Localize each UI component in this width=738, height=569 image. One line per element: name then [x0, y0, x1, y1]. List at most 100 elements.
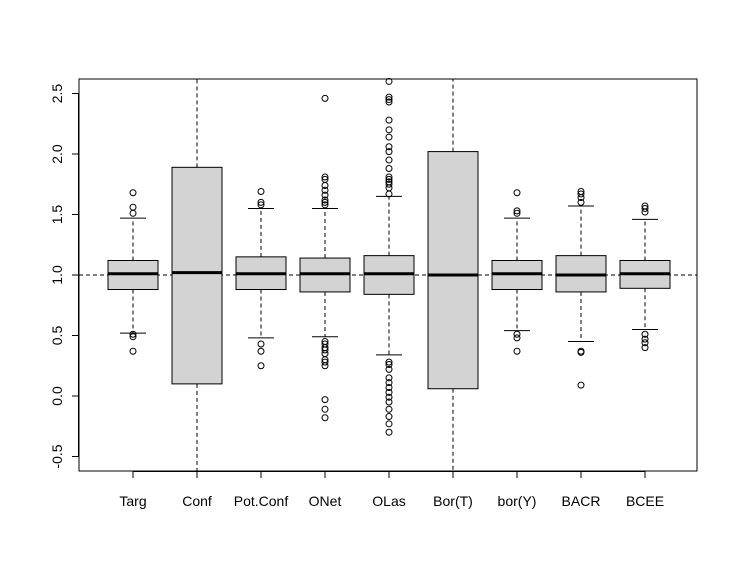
- outlier-point: [385, 379, 393, 387]
- box-bacr: [555, 188, 607, 389]
- outlier-point: [385, 148, 393, 156]
- outlier-point: [385, 374, 393, 382]
- outlier-point: [385, 116, 393, 124]
- outlier-point: [641, 330, 649, 338]
- outlier-point: [385, 143, 393, 151]
- outlier-point: [577, 198, 585, 206]
- outlier-point: [257, 362, 265, 370]
- box-iqr: [427, 151, 479, 390]
- outlier-point: [257, 201, 265, 209]
- outlier-point: [385, 133, 393, 141]
- outlier-point: [641, 339, 649, 347]
- box-olas: [363, 77, 415, 436]
- outlier-point: [385, 165, 393, 173]
- outlier-point: [577, 188, 585, 196]
- outlier-point: [641, 335, 649, 343]
- outlier-point: [129, 209, 137, 217]
- y-tick-label: 0.5: [49, 326, 65, 346]
- outlier-point: [129, 330, 137, 338]
- outlier-point: [513, 347, 521, 355]
- outlier-point: [385, 365, 393, 373]
- outlier-point: [385, 398, 393, 406]
- outlier-point: [641, 204, 649, 212]
- x-tick-label: BACR: [562, 493, 601, 509]
- outlier-point: [385, 361, 393, 369]
- plot-frame: [78, 78, 698, 472]
- outlier-point: [385, 77, 393, 85]
- outlier-point: [321, 405, 329, 413]
- x-tick-label: OLas: [372, 493, 405, 509]
- outlier-point: [385, 420, 393, 428]
- outlier-point: [321, 186, 329, 194]
- box-conf: [171, 78, 223, 472]
- box-onet: [299, 94, 351, 422]
- outlier-point: [257, 347, 265, 355]
- x-tick-label: bor(Y): [498, 493, 537, 509]
- x-tick-label: Targ: [119, 493, 146, 509]
- box-bor-y: [491, 189, 543, 355]
- box-targ: [107, 189, 159, 355]
- outlier-point: [513, 209, 521, 217]
- outlier-point: [641, 344, 649, 352]
- outlier-point: [385, 428, 393, 436]
- outlier-point: [257, 340, 265, 348]
- x-axis-labels: Targ Conf Pot.Conf ONet OLas Bor(T) bor(Y) BACR…: [119, 471, 664, 509]
- x-tick-label: Bor(T): [433, 493, 473, 509]
- x-tick-label: BCEE: [626, 493, 664, 509]
- x-tick-label: Pot.Conf: [234, 493, 289, 509]
- y-tick-label: 2.5: [49, 84, 65, 104]
- box-pot-conf: [235, 188, 287, 370]
- outlier-point: [321, 340, 329, 348]
- outlier-point: [321, 201, 329, 209]
- outlier-point: [321, 173, 329, 181]
- outlier-point: [641, 202, 649, 210]
- outlier-point: [385, 413, 393, 421]
- y-tick-label: 2.0: [49, 144, 65, 164]
- outlier-point: [321, 191, 329, 199]
- outlier-point: [385, 98, 393, 106]
- box-bcee: [619, 202, 671, 352]
- outlier-point: [321, 338, 329, 346]
- outlier-point: [385, 126, 393, 134]
- outlier-point: [577, 190, 585, 198]
- outlier-point: [321, 196, 329, 204]
- outlier-point: [129, 189, 137, 197]
- outlier-point: [385, 405, 393, 413]
- outlier-point: [385, 156, 393, 164]
- outlier-point: [385, 93, 393, 101]
- outlier-point: [385, 180, 393, 188]
- outlier-point: [321, 358, 329, 366]
- outlier-point: [577, 347, 585, 355]
- outlier-point: [385, 393, 393, 401]
- y-axis: -0.5 0.0 0.5 1.0 1.5 2.0 2.5: [49, 84, 79, 469]
- y-tick-label: 0.0: [49, 386, 65, 406]
- outlier-point: [129, 333, 137, 341]
- outlier-point: [257, 198, 265, 206]
- y-tick-label: 1.5: [49, 205, 65, 225]
- x-tick-label: Conf: [182, 493, 212, 509]
- outlier-point: [385, 358, 393, 366]
- outlier-point: [321, 94, 329, 102]
- y-tick-label: -0.5: [49, 444, 65, 468]
- outlier-point: [513, 334, 521, 342]
- y-tick-label: 1.0: [49, 265, 65, 285]
- outlier-point: [129, 347, 137, 355]
- outlier-point: [385, 384, 393, 392]
- outlier-point: [321, 396, 329, 404]
- outlier-point: [321, 414, 329, 422]
- outlier-point: [385, 175, 393, 183]
- outlier-point: [577, 381, 585, 389]
- box-bor-t: [427, 78, 479, 472]
- outlier-point: [257, 188, 265, 196]
- outlier-point: [513, 207, 521, 215]
- outlier-point: [513, 330, 521, 338]
- outlier-point: [385, 173, 393, 181]
- outlier-point: [385, 388, 393, 396]
- outlier-point: [385, 178, 393, 186]
- outlier-point: [321, 198, 329, 206]
- outlier-point: [385, 96, 393, 104]
- outlier-point: [513, 189, 521, 197]
- outlier-point: [129, 203, 137, 211]
- box-iqr: [171, 166, 223, 385]
